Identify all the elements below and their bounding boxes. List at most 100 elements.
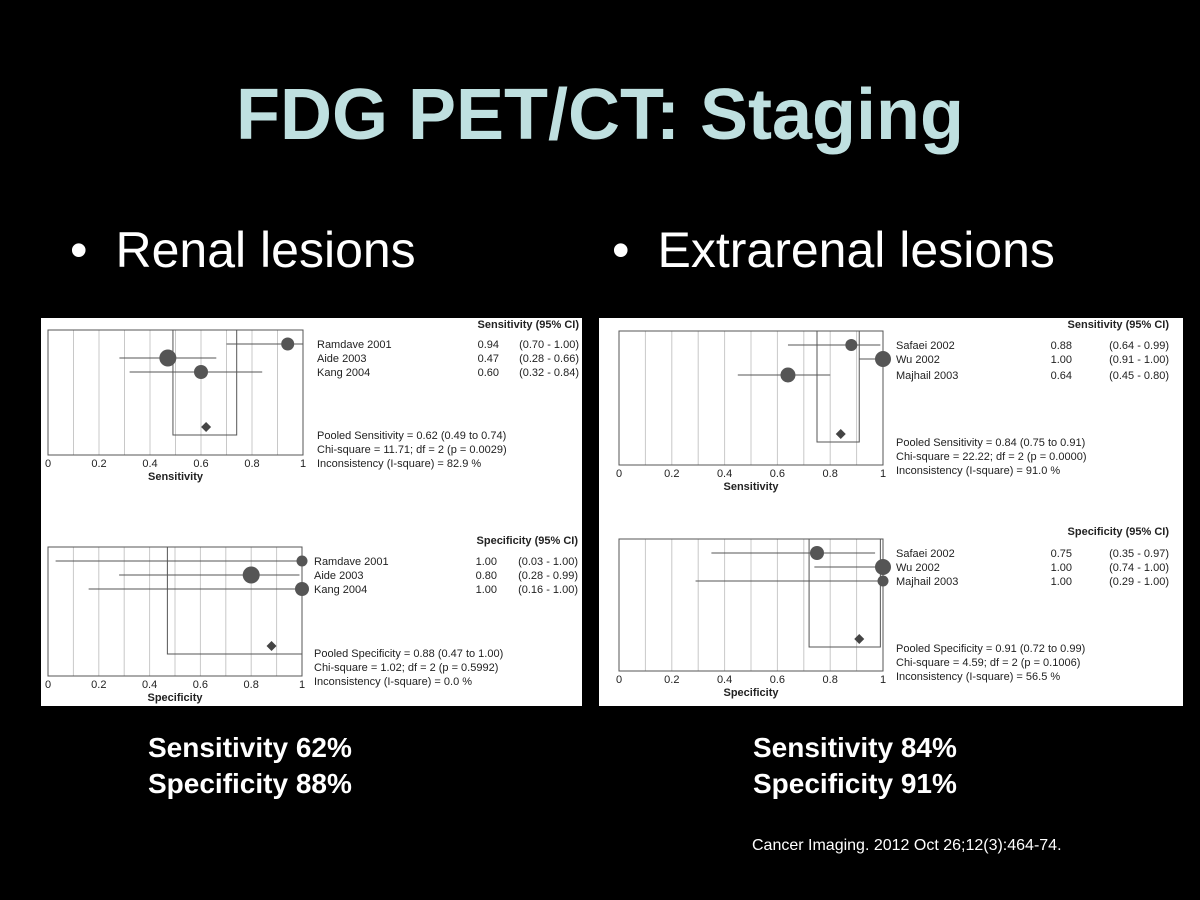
extrarenal-sensitivity-forest-plot: Sensitivity (95% CI) Safaei 2002 0.88 (0.64… bbox=[616, 319, 1169, 493]
renal-sensitivity-study-name: Kang 2004 bbox=[317, 367, 370, 379]
renal-sensitivity-pooled-diamond bbox=[201, 422, 212, 432]
extrarenal-sensitivity-study-name: Safaei 2002 bbox=[896, 340, 955, 352]
extrarenal-sensitivity-study-ci: (0.64 - 0.99) bbox=[1109, 340, 1169, 352]
renal-specificity-x-tick-label: 0.8 bbox=[244, 679, 259, 691]
extrarenal-sensitivity-study-name: Majhail 2003 bbox=[896, 370, 958, 382]
extrarenal-specificity-study-value: 1.00 bbox=[1051, 576, 1072, 588]
renal-specificity-x-tick-label: 0.2 bbox=[91, 679, 106, 691]
extrarenal-sensitivity-x-tick-label: 0.2 bbox=[664, 468, 679, 480]
extrarenal-specificity-study-ci: (0.74 - 1.00) bbox=[1109, 562, 1169, 574]
extrarenal-sensitivity-x-tick-label: 0 bbox=[616, 468, 622, 480]
extrarenal-sensitivity-header: Sensitivity (95% CI) bbox=[1068, 319, 1170, 331]
renal-sensitivity-summary: Sensitivity 62% bbox=[148, 732, 352, 763]
extrarenal-specificity-stats-line: Inconsistency (I-square) = 56.5 % bbox=[896, 671, 1060, 683]
extrarenal-specificity-stats-line: Chi-square = 4.59; df = 2 (p = 0.1006) bbox=[896, 657, 1080, 669]
extrarenal-specificity-pooled-ci-box bbox=[808, 538, 881, 648]
bullet-renal-lesions: • Renal lesions bbox=[70, 220, 416, 280]
renal-specificity-study-name: Kang 2004 bbox=[314, 584, 367, 596]
renal-sensitivity-study-name: Aide 2003 bbox=[317, 353, 367, 365]
bullet-label: Extrarenal lesions bbox=[657, 222, 1055, 278]
renal-sensitivity-x-tick-label: 1 bbox=[300, 458, 306, 470]
renal-sensitivity-study-name: Ramdave 2001 bbox=[317, 339, 392, 351]
extrarenal-specificity-pooled-diamond bbox=[854, 634, 865, 644]
renal-sensitivity-header: Sensitivity (95% CI) bbox=[478, 319, 580, 331]
extrarenal-sensitivity-x-tick-label: 0.8 bbox=[823, 468, 838, 480]
extrarenal-specificity-study-ci: (0.35 - 0.97) bbox=[1109, 548, 1169, 560]
renal-sensitivity-x-tick-label: 0.2 bbox=[91, 458, 106, 470]
renal-specificity-study-value: 1.00 bbox=[476, 584, 497, 596]
extrarenal-forest-plots: Sensitivity (95% CI) Safaei 2002 0.88 (0.64… bbox=[616, 319, 1169, 699]
extrarenal-specificity-study-point bbox=[875, 559, 891, 575]
renal-specificity-study-name: Ramdave 2001 bbox=[314, 556, 389, 568]
extrarenal-sensitivity-study-name: Wu 2002 bbox=[896, 354, 940, 366]
extrarenal-sensitivity-study-value: 0.64 bbox=[1051, 370, 1072, 382]
bullet-extrarenal-lesions: • Extrarenal lesions bbox=[612, 220, 1055, 280]
renal-sensitivity-study-value: 0.60 bbox=[478, 367, 499, 379]
extrarenal-specificity-x-tick-label: 1 bbox=[880, 674, 886, 686]
renal-sensitivity-x-tick-label: 0.8 bbox=[244, 458, 259, 470]
renal-sensitivity-study-ci: (0.28 - 0.66) bbox=[519, 353, 579, 365]
renal-sensitivity-stats-line: Inconsistency (I-square) = 82.9 % bbox=[317, 458, 481, 470]
renal-sensitivity-forest-plot: Sensitivity (95% CI) Ramdave 2001 0.94 (0.7… bbox=[45, 319, 579, 483]
renal-specificity-x-axis-label: Specificity bbox=[147, 692, 203, 704]
renal-specificity-study-ci: (0.03 - 1.00) bbox=[518, 556, 578, 568]
bullet-label: Renal lesions bbox=[115, 222, 416, 278]
extrarenal-specificity-plot-frame bbox=[618, 538, 884, 672]
extrarenal-sensitivity-pooled-diamond bbox=[835, 429, 846, 439]
renal-forest-plots-panel: Sensitivity (95% CI) Ramdave 2001 0.94 (0.7… bbox=[41, 318, 582, 706]
extrarenal-sensitivity-plot-frame bbox=[618, 330, 884, 466]
renal-sensitivity-study-point bbox=[159, 349, 177, 367]
renal-specificity-study-value: 1.00 bbox=[476, 556, 497, 568]
renal-sensitivity-study-point bbox=[281, 337, 295, 351]
extrarenal-specificity-x-tick-label: 0.4 bbox=[717, 674, 732, 686]
renal-sensitivity-x-tick-label: 0.6 bbox=[193, 458, 208, 470]
renal-specificity-study-value: 0.80 bbox=[476, 570, 497, 582]
extrarenal-specificity-study-value: 0.75 bbox=[1051, 548, 1072, 560]
extrarenal-specificity-study-value: 1.00 bbox=[1051, 562, 1072, 574]
extrarenal-sensitivity-stats-line: Chi-square = 22.22; df = 2 (p = 0.0000) bbox=[896, 451, 1087, 463]
renal-specificity-stats-line: Pooled Specificity = 0.88 (0.47 to 1.00) bbox=[314, 648, 503, 660]
extrarenal-sensitivity-pooled-ci-box bbox=[816, 330, 860, 443]
extrarenal-sensitivity-x-tick-label: 0.4 bbox=[717, 468, 732, 480]
extrarenal-sensitivity-study-ci: (0.91 - 1.00) bbox=[1109, 354, 1169, 366]
renal-specificity-stats-line: Inconsistency (I-square) = 0.0 % bbox=[314, 676, 472, 688]
renal-specificity-x-tick-label: 0.4 bbox=[142, 679, 157, 691]
extrarenal-specificity-study-ci: (0.29 - 1.00) bbox=[1109, 576, 1169, 588]
extrarenal-sensitivity-summary: Sensitivity 84% bbox=[753, 732, 957, 763]
renal-sensitivity-study-value: 0.94 bbox=[478, 339, 499, 351]
citation: Cancer Imaging. 2012 Oct 26;12(3):464-74… bbox=[752, 837, 1062, 854]
extrarenal-sensitivity-study-ci: (0.45 - 0.80) bbox=[1109, 370, 1169, 382]
renal-sensitivity-study-point bbox=[194, 365, 208, 379]
renal-specificity-stats-line: Chi-square = 1.02; df = 2 (p = 0.5992) bbox=[314, 662, 498, 674]
extrarenal-sensitivity-study-value: 1.00 bbox=[1051, 354, 1072, 366]
extrarenal-sensitivity-x-axis-label: Sensitivity bbox=[723, 481, 779, 493]
extrarenal-forest-plots-panel: Sensitivity (95% CI) Safaei 2002 0.88 (0.64… bbox=[599, 318, 1183, 706]
extrarenal-specificity-x-tick-label: 0.6 bbox=[770, 674, 785, 686]
extrarenal-sensitivity-study-point bbox=[875, 351, 891, 367]
extrarenal-specificity-study-point bbox=[877, 575, 889, 587]
slide-title: FDG PET/CT: Staging bbox=[236, 75, 964, 155]
renal-specificity-study-ci: (0.28 - 0.99) bbox=[518, 570, 578, 582]
renal-sensitivity-x-tick-label: 0.4 bbox=[142, 458, 157, 470]
renal-specificity-forest-plot: Specificity (95% CI) Ramdave 2001 1.00 (0.0… bbox=[45, 535, 578, 704]
renal-specificity-study-name: Aide 2003 bbox=[314, 570, 364, 582]
renal-sensitivity-study-value: 0.47 bbox=[478, 353, 499, 365]
extrarenal-specificity-stats-line: Pooled Specificity = 0.91 (0.72 to 0.99) bbox=[896, 643, 1085, 655]
renal-specificity-study-point bbox=[296, 555, 308, 567]
renal-specificity-x-tick-label: 1 bbox=[299, 679, 305, 691]
extrarenal-specificity-summary: Specificity 91% bbox=[753, 768, 957, 799]
renal-specificity-study-ci: (0.16 - 1.00) bbox=[518, 584, 578, 596]
extrarenal-sensitivity-study-point bbox=[845, 339, 858, 351]
extrarenal-specificity-x-tick-label: 0.2 bbox=[664, 674, 679, 686]
renal-specificity-pooled-diamond bbox=[266, 641, 277, 651]
extrarenal-specificity-study-name: Majhail 2003 bbox=[896, 576, 958, 588]
bullet-dot: • bbox=[612, 222, 630, 278]
renal-sensitivity-pooled-ci-box bbox=[172, 329, 238, 436]
renal-sensitivity-x-tick-label: 0 bbox=[45, 458, 51, 470]
renal-specificity-study-point bbox=[295, 582, 309, 596]
renal-summary: Sensitivity 62% Specificity 88% bbox=[148, 730, 352, 802]
renal-forest-plots: Sensitivity (95% CI) Ramdave 2001 0.94 (0.7… bbox=[45, 319, 579, 704]
extrarenal-sensitivity-stats-line: Inconsistency (I-square) = 91.0 % bbox=[896, 465, 1060, 477]
extrarenal-specificity-x-tick-label: 0 bbox=[616, 674, 622, 686]
extrarenal-specificity-forest-plot: Specificity (95% CI) Safaei 2002 0.75 (0.35… bbox=[616, 526, 1169, 699]
